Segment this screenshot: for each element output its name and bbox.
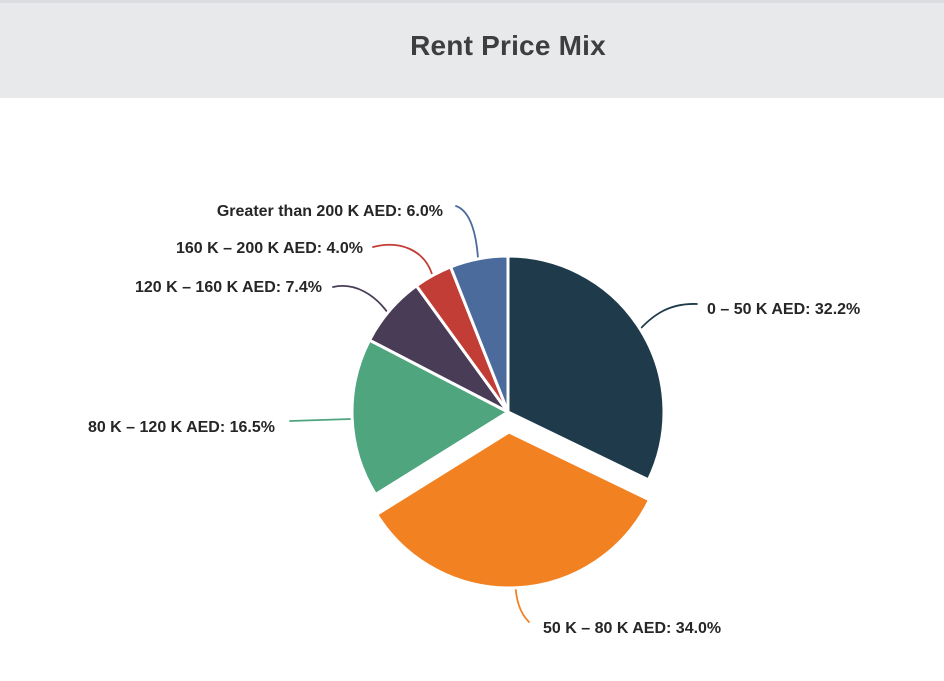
chart-header: Rent Price Mix [0,0,944,98]
page-title: Rent Price Mix [410,30,606,61]
pie-slice-0[interactable] [506,254,666,482]
leader-line-80-120k [289,418,352,422]
leader-line-160-200k [372,243,433,275]
slice-label-0-50k: 0 – 50 K AED: 32.2% [707,301,861,318]
pie-slice-5[interactable] [449,254,510,414]
slice-label-50-80k: 50 K – 80 K AED: 34.0% [543,620,722,637]
slice-label-120-160k: 120 K – 160 K AED: 7.4% [134,279,322,296]
slice-label-gt200k: Greater than 200 K AED: 6.0% [216,203,443,220]
leader-line-0-50k [633,303,698,337]
pie-slices-group [350,254,666,590]
slice-label-80-120k: 80 K – 120 K AED: 16.5% [87,419,275,436]
pie-slice-2[interactable] [350,338,510,496]
pie-slice-1[interactable] [375,430,652,590]
leader-line-120-160k [332,285,389,314]
leader-line-gt200k [455,205,479,259]
slice-label-160-200k: 160 K – 200 K AED: 4.0% [175,240,363,257]
